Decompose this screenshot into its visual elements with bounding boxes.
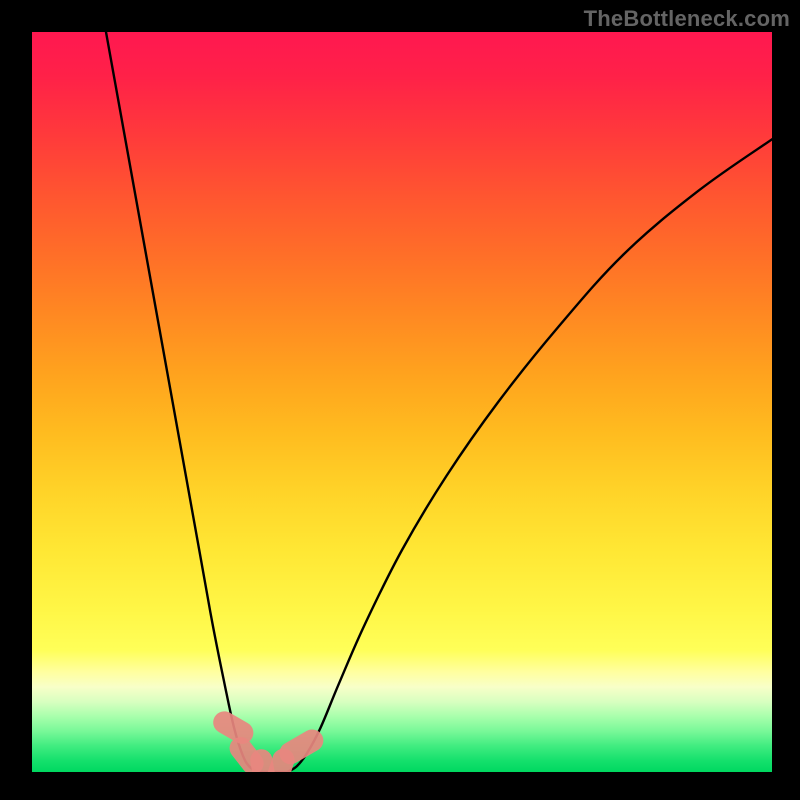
watermark-text: TheBottleneck.com xyxy=(584,6,790,32)
chart-root: TheBottleneck.com xyxy=(0,0,800,800)
plot-area xyxy=(32,32,772,772)
gradient-background xyxy=(32,32,772,772)
plot-svg xyxy=(32,32,772,772)
